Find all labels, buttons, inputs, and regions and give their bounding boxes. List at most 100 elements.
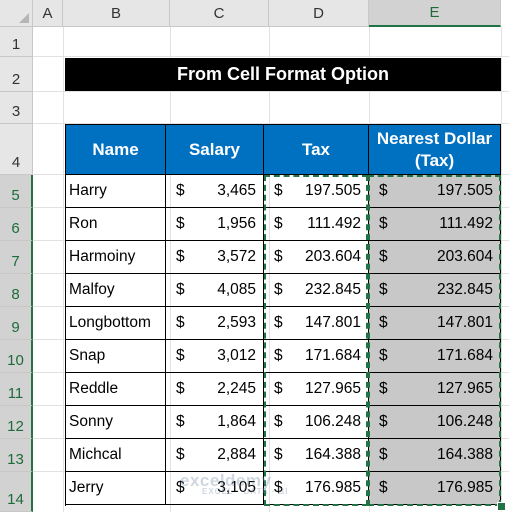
cell-nearest[interactable]: $106.248 [369, 406, 501, 439]
currency-symbol: $ [379, 281, 388, 298]
cell-salary[interactable]: $1,864 [166, 406, 264, 439]
cell-salary[interactable]: $4,085 [166, 274, 264, 307]
row-header-7[interactable]: 7 [0, 241, 33, 274]
header-name[interactable]: Name [65, 124, 166, 175]
row-header-4[interactable]: 4 [0, 124, 33, 175]
cell-name[interactable]: Harmoiny [65, 241, 166, 274]
cell-name[interactable]: Snap [65, 340, 166, 373]
cell-salary[interactable]: $2,245 [166, 373, 264, 406]
row-header-5[interactable]: 5 [0, 175, 33, 208]
cell-salary[interactable]: $3,572 [166, 241, 264, 274]
column-header-d[interactable]: D [269, 0, 369, 27]
cell-tax[interactable]: $171.684 [264, 340, 369, 373]
cell-value: 106.248 [304, 413, 361, 430]
fill-handle[interactable] [497, 502, 506, 511]
cell-name[interactable]: Malfoy [65, 274, 166, 307]
gridline-vertical [501, 27, 502, 512]
cell-nearest[interactable]: $127.965 [369, 373, 501, 406]
currency-symbol: $ [176, 413, 185, 430]
column-header-a[interactable]: A [33, 0, 63, 27]
cell-value: 164.388 [436, 446, 493, 463]
cell-name[interactable]: Ron [65, 208, 166, 241]
cell-tax[interactable]: $164.388 [264, 439, 369, 472]
currency-symbol: $ [274, 380, 283, 397]
cell-name[interactable]: Michcal [65, 439, 166, 472]
cell-salary[interactable]: $2,884 [166, 439, 264, 472]
cell-value: 2,593 [217, 314, 256, 331]
cell-nearest[interactable]: $147.801 [369, 307, 501, 340]
row-header-8[interactable]: 8 [0, 274, 33, 307]
cell-value: 176.985 [436, 479, 493, 496]
gridline-vertical [170, 27, 171, 512]
cell-tax[interactable]: $232.845 [264, 274, 369, 307]
sheet-title[interactable]: From Cell Format Option [65, 58, 501, 91]
cell-value: 3,572 [217, 248, 256, 265]
currency-symbol: $ [176, 182, 185, 199]
currency-symbol: $ [379, 215, 388, 232]
row-header-6[interactable]: 6 [0, 208, 33, 241]
cell-value: 171.684 [436, 347, 493, 364]
cell-value: 111.492 [439, 215, 493, 232]
cell-nearest[interactable]: $164.388 [369, 439, 501, 472]
row-header-9[interactable]: 9 [0, 307, 33, 340]
cell-salary[interactable]: $3,465 [166, 175, 264, 208]
currency-symbol: $ [379, 380, 388, 397]
cell-value: 127.965 [436, 380, 493, 397]
currency-symbol: $ [379, 479, 388, 496]
cell-salary[interactable]: $2,593 [166, 307, 264, 340]
cell-value: 2,245 [217, 380, 256, 397]
column-header-e[interactable]: E [369, 0, 501, 27]
cell-tax[interactable]: $203.604 [264, 241, 369, 274]
header-tax[interactable]: Tax [263, 124, 369, 175]
row-header-13[interactable]: 13 [0, 439, 33, 472]
table-left-border [65, 175, 66, 506]
currency-symbol: $ [176, 380, 185, 397]
row-header-12[interactable]: 12 [0, 406, 33, 439]
row-header-3[interactable]: 3 [0, 92, 33, 124]
currency-symbol: $ [274, 281, 283, 298]
cell-tax[interactable]: $176.985 [264, 472, 369, 505]
row-header-1[interactable]: 1 [0, 27, 33, 57]
currency-symbol: $ [176, 479, 185, 496]
cell-tax[interactable]: $147.801 [264, 307, 369, 340]
cell-name[interactable]: Reddle [65, 373, 166, 406]
currency-symbol: $ [274, 479, 283, 496]
column-header-c[interactable]: C [170, 0, 269, 27]
header-salary[interactable]: Salary [165, 124, 264, 175]
cell-value: 203.604 [436, 248, 493, 265]
currency-symbol: $ [274, 347, 283, 364]
cell-value: 3,105 [217, 479, 256, 496]
row-header-2[interactable]: 2 [0, 57, 33, 92]
cell-tax[interactable]: $127.965 [264, 373, 369, 406]
row-header-14[interactable]: 14 [0, 472, 33, 512]
row-header-10[interactable]: 10 [0, 340, 33, 373]
select-all-corner[interactable] [0, 0, 33, 27]
currency-symbol: $ [274, 215, 283, 232]
cell-nearest[interactable]: $197.505 [369, 175, 501, 208]
header-nearest-dollar-tax[interactable]: Nearest Dollar (Tax) [368, 124, 501, 175]
cell-nearest[interactable]: $111.492 [369, 208, 501, 241]
cell-nearest[interactable]: $171.684 [369, 340, 501, 373]
currency-symbol: $ [379, 314, 388, 331]
currency-symbol: $ [176, 215, 185, 232]
column-header-b[interactable]: B [63, 0, 170, 27]
cell-value: 197.505 [436, 182, 493, 199]
cell-tax[interactable]: $106.248 [264, 406, 369, 439]
currency-symbol: $ [176, 446, 185, 463]
cell-nearest[interactable]: $232.845 [369, 274, 501, 307]
cell-nearest[interactable]: $203.604 [369, 241, 501, 274]
cell-tax[interactable]: $197.505 [264, 175, 369, 208]
cell-name[interactable]: Harry [65, 175, 166, 208]
cell-salary[interactable]: $3,105 [166, 472, 264, 505]
row-header-11[interactable]: 11 [0, 373, 33, 406]
cell-salary[interactable]: $3,012 [166, 340, 264, 373]
cell-name[interactable]: Longbottom [65, 307, 166, 340]
cell-name[interactable]: Jerry [65, 472, 166, 505]
cell-salary[interactable]: $1,956 [166, 208, 264, 241]
cell-value: 1,956 [217, 215, 256, 232]
gridline-horizontal [33, 123, 509, 124]
cell-name[interactable]: Sonny [65, 406, 166, 439]
cell-value: 164.388 [304, 446, 361, 463]
cell-nearest[interactable]: $176.985 [369, 472, 501, 505]
cell-tax[interactable]: $111.492 [264, 208, 369, 241]
